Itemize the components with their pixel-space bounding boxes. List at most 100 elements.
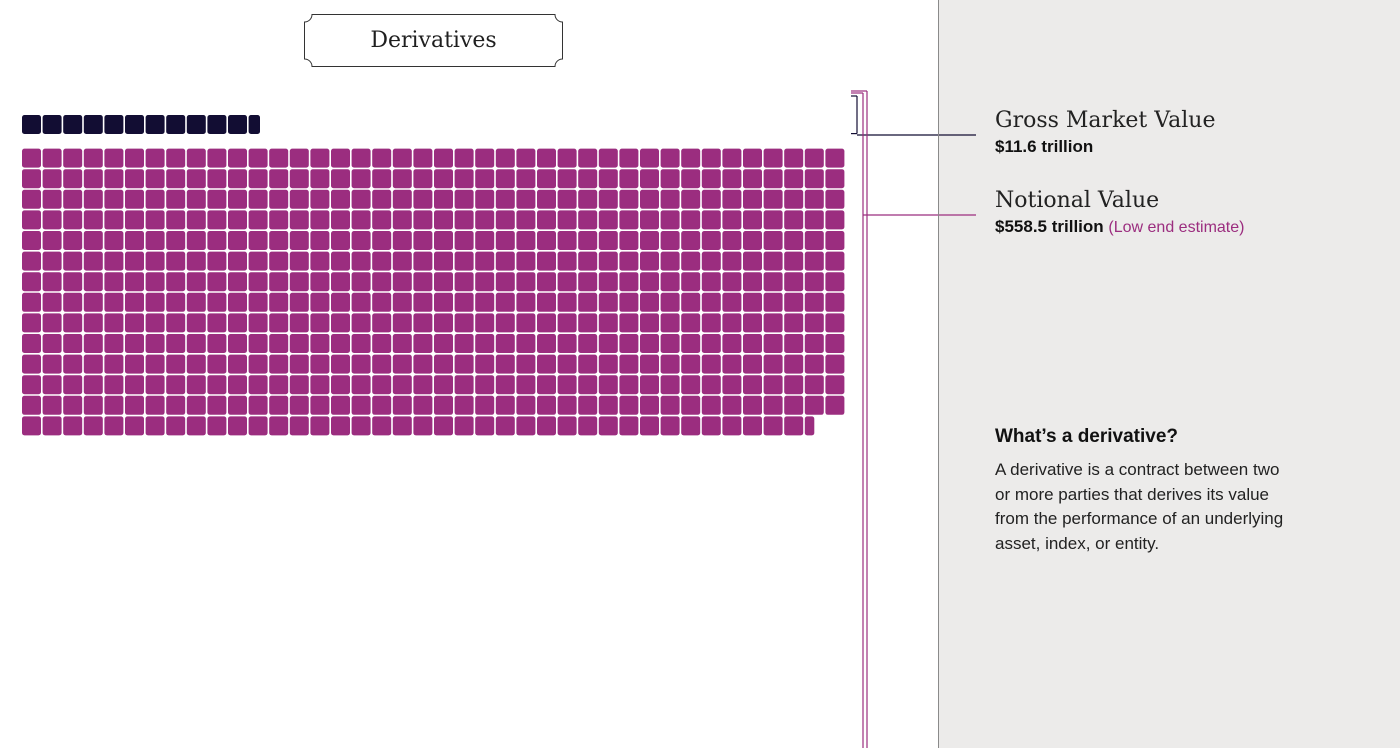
waffle-cell xyxy=(104,231,124,250)
waffle-cell xyxy=(269,292,289,312)
waffle-cell xyxy=(475,292,495,312)
waffle-cell xyxy=(475,416,495,436)
waffle-cell xyxy=(743,416,762,436)
waffle-cell xyxy=(83,231,103,250)
waffle-cell xyxy=(63,334,83,353)
waffle-cell xyxy=(22,210,41,230)
waffle-cell xyxy=(351,210,371,230)
waffle-cell xyxy=(310,251,330,271)
gross-market-value-label: Gross Market Value $11.6 trillion xyxy=(995,107,1215,159)
waffle-cell xyxy=(392,416,412,436)
title-frame xyxy=(304,14,563,67)
waffle-cell xyxy=(104,375,124,395)
waffle-cell xyxy=(248,272,268,292)
waffle-cell xyxy=(516,189,536,209)
waffle-cell xyxy=(722,292,742,312)
waffle-cell xyxy=(598,292,618,312)
waffle-cell xyxy=(640,251,659,271)
waffle-cell xyxy=(701,272,721,292)
waffle-cell xyxy=(784,395,804,415)
waffle-cell xyxy=(640,272,659,292)
waffle-cell xyxy=(578,354,598,374)
waffle-cell xyxy=(434,375,453,395)
waffle-cell xyxy=(784,148,804,168)
waffle-cell xyxy=(784,272,804,292)
waffle-cell xyxy=(475,375,495,395)
waffle-cell xyxy=(372,375,392,395)
waffle-cell xyxy=(701,148,721,168)
waffle-cell xyxy=(640,313,659,333)
waffle-cell xyxy=(825,169,845,189)
waffle-cell xyxy=(186,334,206,353)
waffle-cell xyxy=(722,313,742,333)
waffle-cell xyxy=(331,272,350,292)
waffle-cell xyxy=(42,375,62,395)
waffle-cell xyxy=(413,210,433,230)
waffle-cell xyxy=(331,189,350,209)
waffle-cell xyxy=(681,292,701,312)
waffle-cell xyxy=(104,272,124,292)
waffle-cell xyxy=(289,148,309,168)
waffle-cell xyxy=(413,375,433,395)
waffle-cell xyxy=(516,416,536,436)
waffle-cell xyxy=(22,292,41,312)
waffle-cell xyxy=(104,210,124,230)
waffle-cell xyxy=(784,231,804,250)
waffle-cell xyxy=(42,189,62,209)
waffle-cell xyxy=(578,251,598,271)
waffle-cell xyxy=(495,231,515,250)
waffle-cell xyxy=(83,169,103,189)
waffle-cell xyxy=(804,231,824,250)
waffle-cell xyxy=(598,189,618,209)
waffle-cell xyxy=(701,210,721,230)
waffle-cell xyxy=(763,272,783,292)
waffle-cell xyxy=(578,210,598,230)
waffle-cell xyxy=(331,416,350,436)
waffle-cell xyxy=(269,189,289,209)
waffle-cell xyxy=(166,189,186,209)
waffle-cell xyxy=(331,148,350,168)
waffle-cell xyxy=(186,210,206,230)
waffle-cell xyxy=(743,375,762,395)
waffle-cell xyxy=(310,375,330,395)
waffle-cell xyxy=(434,189,453,209)
waffle-cell xyxy=(413,395,433,415)
waffle-cell xyxy=(763,395,783,415)
waffle-cell xyxy=(83,251,103,271)
waffle-cell xyxy=(83,395,103,415)
waffle-cell xyxy=(166,313,186,333)
waffle-cell xyxy=(63,395,83,415)
waffle-cell xyxy=(516,354,536,374)
waffle-cell xyxy=(248,148,268,168)
waffle-cell xyxy=(63,148,83,168)
waffle-cell xyxy=(495,395,515,415)
waffle-cell xyxy=(557,272,577,292)
waffle-cell xyxy=(454,148,474,168)
waffle-cell xyxy=(289,272,309,292)
waffle-cell xyxy=(722,169,742,189)
waffle-cell xyxy=(557,416,577,436)
explainer-body: A derivative is a contract between two o… xyxy=(995,460,1284,553)
waffle-cell xyxy=(269,148,289,168)
waffle-cell xyxy=(475,189,495,209)
waffle-cell xyxy=(825,231,845,250)
waffle-cell xyxy=(640,210,659,230)
waffle-cell xyxy=(372,292,392,312)
waffle-cell xyxy=(619,354,639,374)
waffle-cell xyxy=(248,313,268,333)
waffle-cell xyxy=(701,375,721,395)
waffle-cell xyxy=(578,395,598,415)
waffle-cell xyxy=(434,334,453,353)
waffle-cell xyxy=(475,148,495,168)
waffle-cell xyxy=(392,148,412,168)
waffle-cell xyxy=(83,148,103,168)
waffle-cell xyxy=(660,210,680,230)
waffle-cell xyxy=(392,313,412,333)
waffle-cell xyxy=(351,416,371,436)
legend-connectors-right xyxy=(939,134,976,216)
waffle-cell xyxy=(804,272,824,292)
waffle-cell xyxy=(289,231,309,250)
waffle-cell xyxy=(804,334,824,353)
waffle-cell xyxy=(63,354,83,374)
waffle-cell xyxy=(619,210,639,230)
